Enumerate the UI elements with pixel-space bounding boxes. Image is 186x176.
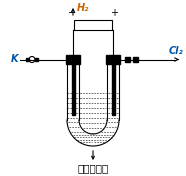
Text: +: +	[110, 8, 118, 18]
Text: Cl₂: Cl₂	[168, 46, 183, 56]
Bar	[125, 57, 130, 62]
Text: −: −	[68, 8, 76, 18]
Bar	[133, 57, 138, 62]
Bar	[111, 63, 115, 115]
Bar	[74, 20, 112, 30]
Text: 饱和食盐水: 饱和食盐水	[77, 163, 109, 173]
Text: K: K	[11, 55, 19, 64]
Bar	[26, 58, 29, 61]
Text: H₂: H₂	[77, 3, 89, 13]
Bar	[35, 58, 38, 61]
Bar	[106, 55, 120, 64]
Bar	[71, 63, 75, 115]
Bar	[66, 55, 80, 64]
